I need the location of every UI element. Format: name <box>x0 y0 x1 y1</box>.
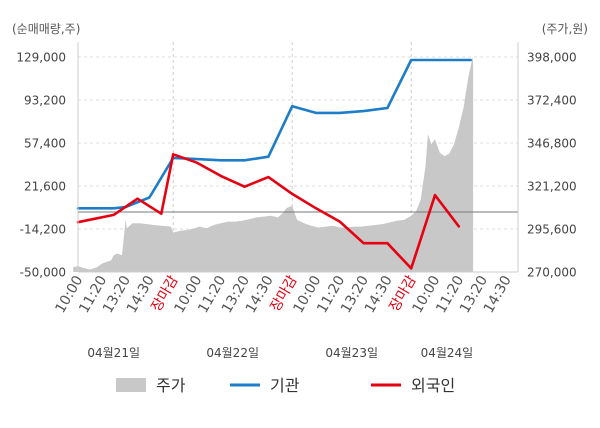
left-tick-label: 129,000 <box>16 51 66 65</box>
left-tick-label: -50,000 <box>20 266 66 280</box>
legend-label-기관: 기관 <box>270 376 300 395</box>
series-line-외국인 <box>76 153 461 270</box>
right-tick-label: 295,600 <box>527 223 577 237</box>
date-label: 04월22일 <box>206 346 259 360</box>
left-tick-label: 21,600 <box>24 180 66 194</box>
date-label: 04월21일 <box>87 346 140 360</box>
price-area-path <box>73 57 474 272</box>
right-tick-label: 270,000 <box>527 266 577 280</box>
legend: 주가 기관 외국인 <box>116 376 455 395</box>
left-tick-label: 57,400 <box>24 137 66 151</box>
legend-label-외국인: 외국인 <box>411 376 455 395</box>
price-area <box>73 57 474 272</box>
date-label: 04월23일 <box>325 346 378 360</box>
legend-label-주가: 주가 <box>156 376 186 395</box>
right-tick-label: 398,000 <box>527 51 577 65</box>
right-tick-label: 372,400 <box>527 94 577 108</box>
date-label: 04월24일 <box>421 346 474 360</box>
right-tick-label: 321,200 <box>527 180 577 194</box>
legend-swatch-주가 <box>116 378 146 392</box>
left-axis-unit: (순매매량,주) <box>12 22 80 36</box>
left-tick-label: -14,200 <box>20 223 66 237</box>
series-line-기관 <box>76 58 473 210</box>
series-lines <box>76 58 473 270</box>
right-tick-label: 346,800 <box>527 137 577 151</box>
plot-frame <box>77 42 519 273</box>
right-axis-unit: (주가,원) <box>542 22 588 36</box>
left-tick-label: 93,200 <box>24 94 66 108</box>
